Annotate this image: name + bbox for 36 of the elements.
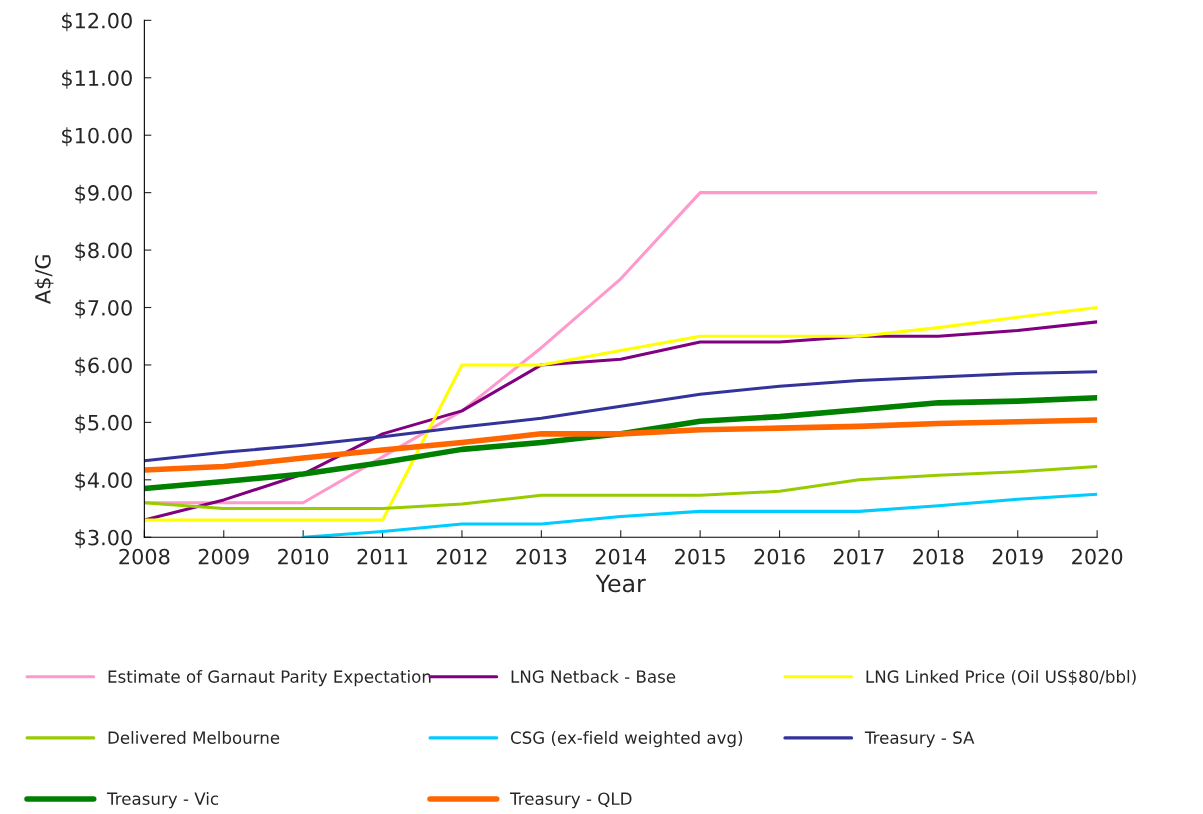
y-tick-label: $10.00 <box>62 127 132 147</box>
x-tick-label: 2009 <box>198 548 249 565</box>
y-tick-label: $11.00 <box>62 69 132 89</box>
legend-label: Estimate of Garnaut Parity Expectation <box>108 670 431 687</box>
x-tick-label: 2013 <box>516 548 567 565</box>
legend-label: LNG Netback - Base <box>511 670 676 683</box>
legend-label: Treasury - Vic <box>106 792 219 809</box>
y-tick-label: $12.00 <box>62 12 132 32</box>
y-tick-label: $3.00 <box>75 529 132 549</box>
y-tick-label: $9.00 <box>75 184 132 204</box>
x-tick-label: 2015 <box>675 548 725 565</box>
y-tick-label: $6.00 <box>75 357 132 376</box>
x-tick-label: 2012 <box>436 548 487 565</box>
line-series <box>144 370 1098 463</box>
y-tick-label: $7.00 <box>75 299 132 319</box>
line-series <box>144 465 1098 511</box>
x-axis-title: Year <box>595 574 646 593</box>
x-tick-label: 2008 <box>119 548 170 565</box>
legend-label: LNG Linked Price (Oil US$80/bbl) <box>866 670 1136 686</box>
line-series <box>301 492 1098 538</box>
y-axis-title: A$/G <box>34 255 54 304</box>
legend-label: Delivered Melbourne <box>108 731 280 744</box>
y-tick-label: $4.00 <box>75 471 132 491</box>
x-tick-label: 2020 <box>1072 548 1123 565</box>
legend-label: CSG (ex-field weighted avg) <box>510 731 743 748</box>
y-tick-label: $8.00 <box>75 242 132 262</box>
x-tick-label: 2018 <box>913 548 964 565</box>
x-tick-label: 2011 <box>357 548 408 565</box>
x-tick-label: 2017 <box>833 548 884 565</box>
x-tick-label: 2016 <box>754 548 805 565</box>
x-tick-label: 2019 <box>992 548 1043 565</box>
x-tick-label: 2014 <box>595 548 647 565</box>
legend-label: Treasury - SA <box>864 731 975 748</box>
legend-label: Treasury - QLD <box>509 792 632 809</box>
y-tick-label: $5.00 <box>75 414 132 434</box>
x-tick-label: 2010 <box>278 548 329 565</box>
